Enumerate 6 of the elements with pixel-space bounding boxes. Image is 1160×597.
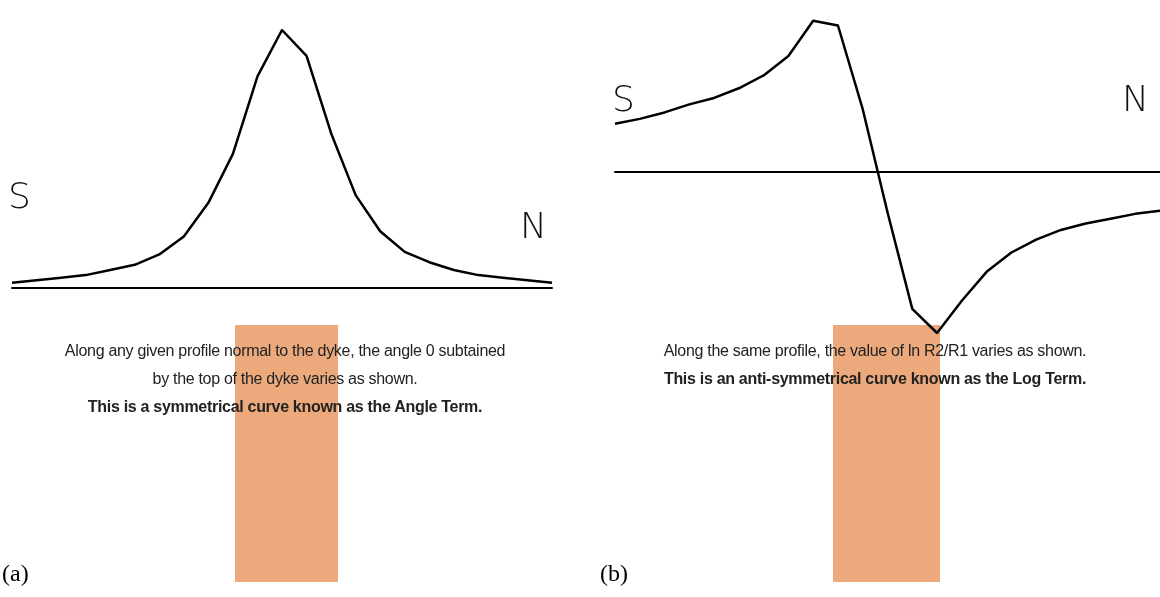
- annotation: S: [8, 175, 31, 216]
- text: (a): [2, 560, 29, 587]
- text: (b): [600, 560, 628, 587]
- annotation: N: [1122, 78, 1149, 119]
- annotation: S: [612, 78, 635, 119]
- annotation: N: [520, 205, 547, 246]
